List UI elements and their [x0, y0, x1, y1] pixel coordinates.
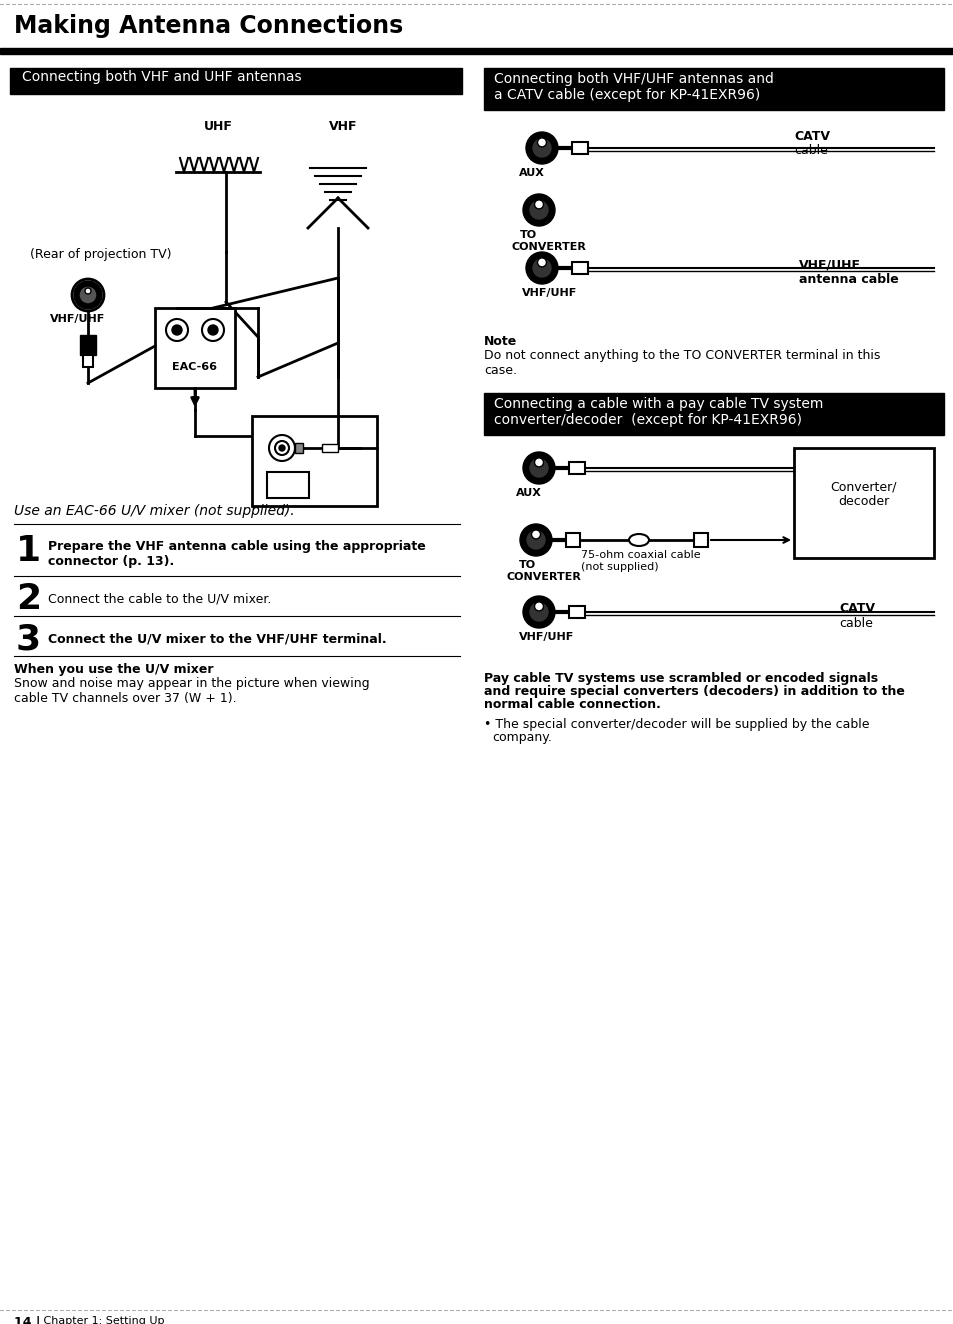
Bar [693, 534, 707, 547]
Bar [568, 462, 584, 474]
Text: VHF: VHF [329, 120, 356, 132]
Text: (not supplied): (not supplied) [580, 561, 658, 572]
Circle shape [528, 601, 549, 622]
Text: TO: TO [518, 560, 536, 571]
Circle shape [274, 441, 289, 455]
Circle shape [525, 252, 558, 285]
Text: 14 |: 14 | [14, 1316, 45, 1324]
Bar [83, 355, 92, 367]
Circle shape [522, 195, 555, 226]
Bar [10, 68, 461, 94]
Bar [483, 393, 943, 436]
Bar [267, 471, 309, 498]
Circle shape [172, 324, 182, 335]
Text: Do not connect anything to the TO CONVERTER terminal in this
case.: Do not connect anything to the TO CONVER… [483, 350, 880, 377]
Bar [294, 444, 303, 453]
Text: TO: TO [519, 230, 537, 240]
Text: CONVERTER: CONVERTER [512, 242, 586, 252]
Text: Making Antenna Connections: Making Antenna Connections [14, 15, 403, 38]
Circle shape [278, 445, 285, 451]
Circle shape [537, 138, 546, 147]
Text: Connecting a cable with a pay cable TV system
converter/decoder  (except for KP-: Connecting a cable with a pay cable TV s… [494, 397, 822, 428]
Text: normal cable connection.: normal cable connection. [483, 698, 660, 711]
Text: VHF/UHF: VHF/UHF [799, 258, 861, 271]
Bar [483, 68, 943, 110]
Circle shape [525, 530, 546, 551]
Circle shape [531, 530, 540, 539]
Text: Note: Note [483, 335, 517, 348]
Circle shape [528, 458, 549, 478]
Text: Use an EAC-66 U/V mixer (not supplied).: Use an EAC-66 U/V mixer (not supplied). [14, 504, 294, 518]
Circle shape [79, 286, 97, 305]
Text: 1: 1 [16, 534, 41, 568]
Text: Prepare the VHF antenna cable using the appropriate
connector (p. 13).: Prepare the VHF antenna cable using the … [48, 540, 425, 568]
Bar [0, 48, 953, 54]
Bar [572, 262, 587, 274]
Text: VHF/UHF: VHF/UHF [518, 632, 574, 642]
Bar [252, 416, 376, 506]
Ellipse shape [628, 534, 648, 545]
Circle shape [534, 602, 543, 610]
Text: decoder: decoder [838, 495, 889, 508]
Text: 3: 3 [16, 622, 41, 655]
Circle shape [537, 258, 546, 267]
Circle shape [534, 200, 543, 209]
Text: company.: company. [492, 731, 551, 744]
Bar [154, 308, 234, 388]
Text: 2: 2 [16, 583, 41, 616]
Circle shape [85, 289, 91, 294]
Text: Connect the cable to the U/V mixer.: Connect the cable to the U/V mixer. [48, 592, 271, 605]
Circle shape [522, 596, 555, 628]
Text: • The special converter/decoder will be supplied by the cable: • The special converter/decoder will be … [483, 718, 868, 731]
Text: Converter/: Converter/ [830, 481, 897, 493]
Text: cable: cable [838, 617, 872, 630]
Circle shape [269, 436, 294, 461]
Text: When you use the U/V mixer: When you use the U/V mixer [14, 663, 213, 677]
Text: Pay cable TV systems use scrambled or encoded signals: Pay cable TV systems use scrambled or en… [483, 673, 877, 685]
Text: Snow and noise may appear in the picture when viewing
cable TV channels over 37 : Snow and noise may appear in the picture… [14, 677, 369, 704]
Text: CONVERTER: CONVERTER [506, 572, 581, 583]
Circle shape [525, 132, 558, 164]
Bar [568, 606, 584, 618]
Text: antenna cable: antenna cable [799, 273, 898, 286]
Circle shape [534, 458, 543, 467]
Text: CATV: CATV [838, 602, 874, 616]
Text: VHF/UHF: VHF/UHF [521, 289, 577, 298]
Circle shape [531, 138, 552, 159]
Text: Chapter 1: Setting Up: Chapter 1: Setting Up [40, 1316, 164, 1324]
Text: 75-ohm coaxial cable: 75-ohm coaxial cable [580, 549, 700, 560]
Text: and require special converters (decoders) in addition to the: and require special converters (decoders… [483, 685, 904, 698]
Text: Connect the U/V mixer to the VHF/UHF terminal.: Connect the U/V mixer to the VHF/UHF ter… [48, 632, 386, 645]
Circle shape [202, 319, 224, 342]
Text: Connecting both VHF/UHF antennas and
a CATV cable (except for KP-41EXR96): Connecting both VHF/UHF antennas and a C… [494, 71, 773, 102]
Text: CATV: CATV [793, 130, 829, 143]
Text: cable: cable [793, 144, 827, 158]
Circle shape [528, 200, 549, 220]
Circle shape [74, 281, 102, 308]
Circle shape [208, 324, 218, 335]
Circle shape [531, 258, 552, 278]
Circle shape [166, 319, 188, 342]
Text: EAC-66: EAC-66 [172, 361, 217, 372]
Bar [80, 335, 96, 355]
Text: AUX: AUX [518, 168, 544, 177]
Text: VHF/UHF: VHF/UHF [50, 314, 105, 324]
Text: UHF: UHF [203, 120, 233, 132]
Text: (Rear of projection TV): (Rear of projection TV) [30, 248, 172, 261]
Circle shape [519, 524, 552, 556]
Bar [572, 142, 587, 154]
Bar [793, 448, 933, 557]
Text: AUX: AUX [516, 489, 541, 498]
Bar [565, 534, 579, 547]
Bar [322, 444, 337, 451]
Text: Connecting both VHF and UHF antennas: Connecting both VHF and UHF antennas [22, 70, 301, 83]
Circle shape [522, 451, 555, 485]
